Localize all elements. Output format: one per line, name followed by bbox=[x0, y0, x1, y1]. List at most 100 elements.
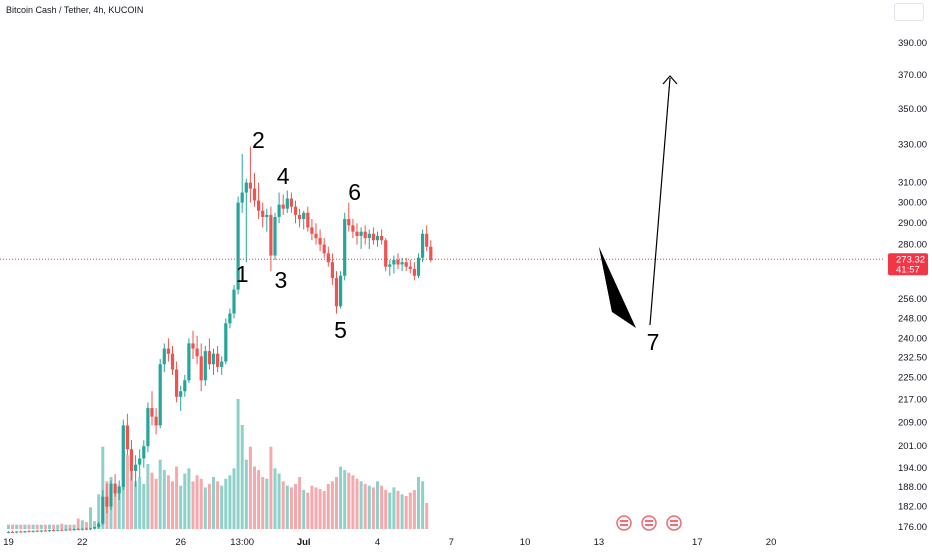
candle-body bbox=[207, 351, 211, 365]
candle-body bbox=[187, 343, 191, 381]
y-tick-label: 290.00 bbox=[898, 218, 927, 229]
candle-body bbox=[314, 233, 318, 239]
candle-body bbox=[117, 486, 121, 494]
candle-body bbox=[363, 231, 367, 239]
volume-bar bbox=[146, 464, 150, 529]
candle-body bbox=[88, 528, 93, 530]
candle-body bbox=[80, 528, 84, 530]
y-tick-label: 280.00 bbox=[898, 240, 927, 251]
candle-body bbox=[224, 323, 228, 362]
volume-bar bbox=[371, 487, 375, 529]
y-tick-label: 248.00 bbox=[898, 313, 927, 324]
volume-bar bbox=[339, 466, 343, 529]
candle-body bbox=[162, 348, 166, 365]
candle-body bbox=[216, 353, 220, 367]
chart-menu-button[interactable] bbox=[894, 3, 924, 21]
candle-body bbox=[27, 531, 31, 533]
candle-body bbox=[203, 351, 207, 381]
volume-bar bbox=[130, 468, 133, 529]
axes: 390.00 370.00 350.00 330.00 310.00 300.00 290.… bbox=[3, 38, 928, 548]
candle-body bbox=[412, 268, 416, 276]
volume-bar bbox=[64, 524, 68, 529]
volume-bar bbox=[351, 475, 355, 529]
volume-bar bbox=[166, 475, 170, 529]
candle-body bbox=[199, 356, 203, 381]
flag-circle bbox=[641, 515, 657, 531]
candles bbox=[6, 146, 433, 534]
volume-bar bbox=[335, 477, 338, 529]
y-tick-label: 194.00 bbox=[898, 463, 927, 474]
y-tick-label: 182.00 bbox=[898, 502, 927, 513]
economic-event-icon[interactable] bbox=[616, 515, 632, 531]
candle-body bbox=[322, 244, 326, 254]
y-tick-label: 217.00 bbox=[898, 395, 927, 406]
y-tick-label: 225.00 bbox=[898, 373, 927, 384]
volume-bar bbox=[228, 475, 232, 529]
volume-bar bbox=[199, 478, 203, 529]
volume-bar bbox=[179, 485, 183, 529]
volume-bar bbox=[158, 459, 162, 529]
candle-body bbox=[105, 496, 109, 507]
volume-bar bbox=[367, 485, 371, 529]
volume-bar bbox=[408, 492, 412, 529]
volume-bar bbox=[203, 487, 207, 529]
volume-bar bbox=[404, 496, 408, 529]
candle-body bbox=[244, 182, 248, 193]
y-tick-label: 240.00 bbox=[898, 333, 927, 344]
wave-label-3: 3 bbox=[275, 267, 288, 293]
volume-bar bbox=[72, 524, 76, 529]
volume-bar bbox=[195, 475, 199, 529]
candle-body bbox=[11, 531, 15, 533]
candle-body bbox=[23, 531, 27, 533]
flag-stripe bbox=[645, 524, 653, 526]
candle-body bbox=[400, 262, 404, 265]
volume-bar bbox=[425, 503, 429, 529]
candle-body bbox=[293, 206, 298, 215]
volume-bar bbox=[101, 446, 105, 529]
wave-label-1: 1 bbox=[236, 261, 249, 287]
flag-stripe bbox=[670, 520, 678, 522]
volume-bar bbox=[154, 478, 158, 529]
candle-body bbox=[170, 353, 175, 370]
volume-bar bbox=[48, 524, 51, 529]
volume-bar bbox=[187, 468, 191, 529]
volume-bar bbox=[314, 487, 318, 529]
volume-bar bbox=[150, 472, 154, 529]
volume-bar bbox=[212, 477, 215, 529]
candle-body bbox=[97, 523, 101, 527]
candle-body bbox=[60, 529, 64, 531]
volume-bar bbox=[19, 524, 23, 529]
volume-bar bbox=[191, 481, 195, 529]
candle-body bbox=[281, 204, 285, 209]
volume-bar bbox=[384, 490, 388, 529]
candle-body bbox=[334, 278, 339, 307]
candle-body bbox=[31, 530, 35, 532]
candle-body bbox=[56, 529, 60, 531]
annotations: 1 2 3 4 5 6 7 bbox=[0, 75, 884, 531]
volume-bar bbox=[56, 524, 60, 529]
economic-event-icon[interactable] bbox=[641, 515, 657, 531]
volume-bars bbox=[7, 399, 429, 529]
y-tick-label: 232.50 bbox=[898, 353, 927, 364]
candle-body bbox=[121, 425, 125, 487]
candle-body bbox=[252, 188, 257, 201]
volume-bar bbox=[392, 487, 396, 529]
candle-body bbox=[388, 264, 392, 267]
candle-body bbox=[76, 529, 80, 531]
candle-body bbox=[35, 530, 39, 532]
economic-event-icon[interactable] bbox=[666, 515, 682, 531]
flag-circle bbox=[666, 515, 682, 531]
y-tick-label: 201.00 bbox=[898, 441, 927, 452]
candle-body bbox=[384, 240, 388, 267]
candle-body bbox=[72, 529, 76, 531]
candle-body bbox=[367, 233, 371, 239]
candle-body bbox=[343, 219, 347, 276]
candle-body bbox=[228, 313, 232, 324]
volume-bar bbox=[84, 522, 88, 529]
candle-body bbox=[43, 530, 47, 532]
x-tick-label: 20 bbox=[766, 537, 777, 548]
volume-bar bbox=[343, 470, 347, 529]
candle-body bbox=[408, 266, 412, 269]
